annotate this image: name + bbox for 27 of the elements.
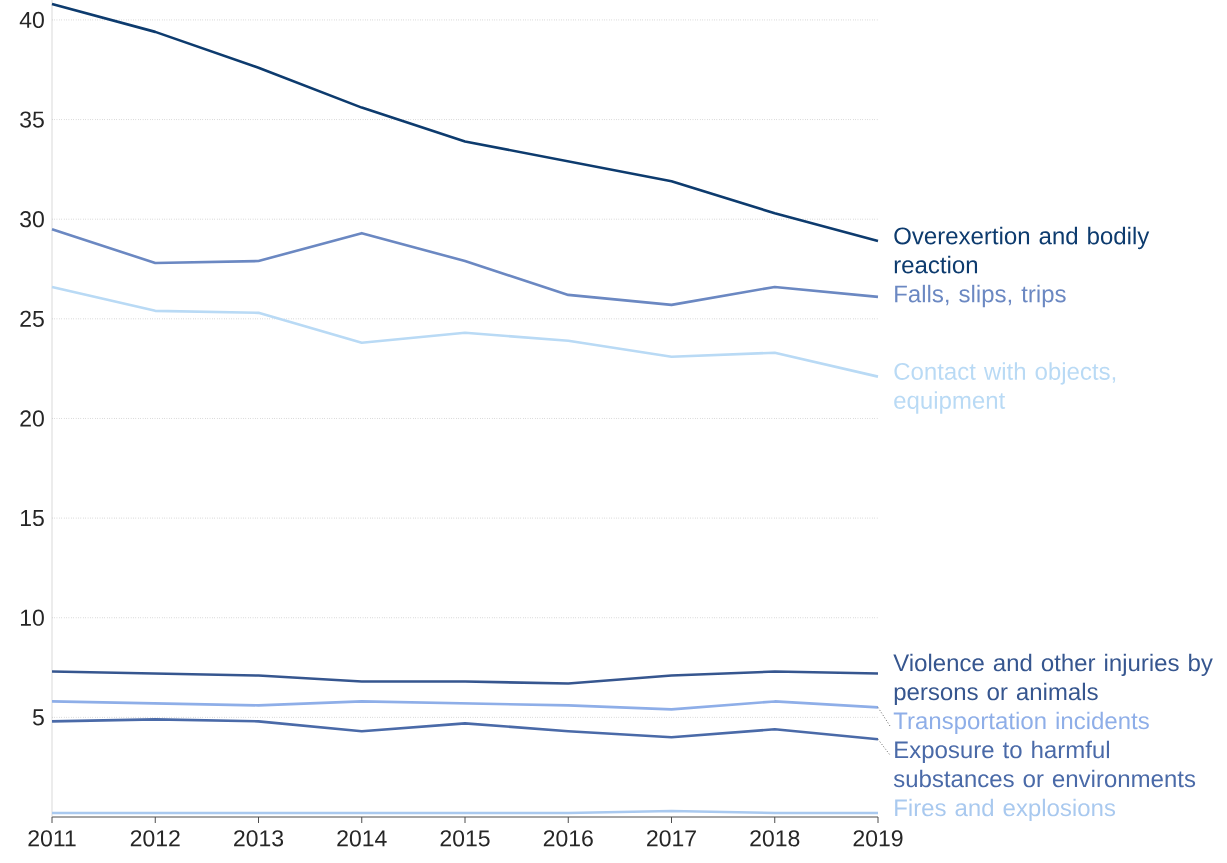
series-label: Overexertion and bodily reaction	[894, 226, 1150, 274]
line-series	[50, 227, 880, 307]
y-tick-label: 15	[20, 510, 44, 527]
series-label: Falls, slips, trips	[895, 284, 1066, 308]
y-tick-label: 30	[20, 211, 44, 228]
x-tick-label: 2018	[750, 830, 800, 847]
series-label: Exposure to harmful substances or environments	[893, 740, 1196, 788]
y-tick-label: 10	[20, 609, 44, 626]
x-tick-label: 2017	[647, 830, 696, 847]
y-tick-label: 25	[20, 310, 44, 327]
y-tick-label: 20	[20, 410, 44, 427]
x-tick-label: 2012	[130, 830, 180, 847]
series-label: Fires and explosions	[895, 798, 1116, 822]
x-tick-label: 2015	[440, 830, 490, 847]
line-series	[50, 285, 880, 378]
series-label: Contact with objects, equipment	[894, 362, 1116, 414]
x-tick-label: 2019	[853, 830, 903, 847]
y-tick-label: 40	[19, 11, 44, 29]
series-label: Violence and other injuries by persons or animals	[893, 653, 1213, 706]
x-tick-label: 2014	[337, 830, 387, 847]
x-tick-label: 2016	[543, 830, 593, 847]
x-tick-label: 2013	[234, 830, 284, 847]
y-tick-label: 35	[20, 111, 44, 128]
line-series	[50, 718, 880, 741]
series-label: Transportation incidents	[893, 711, 1149, 735]
x-tick-label: 2011	[28, 830, 76, 847]
y-tick-label: 5	[32, 709, 44, 726]
